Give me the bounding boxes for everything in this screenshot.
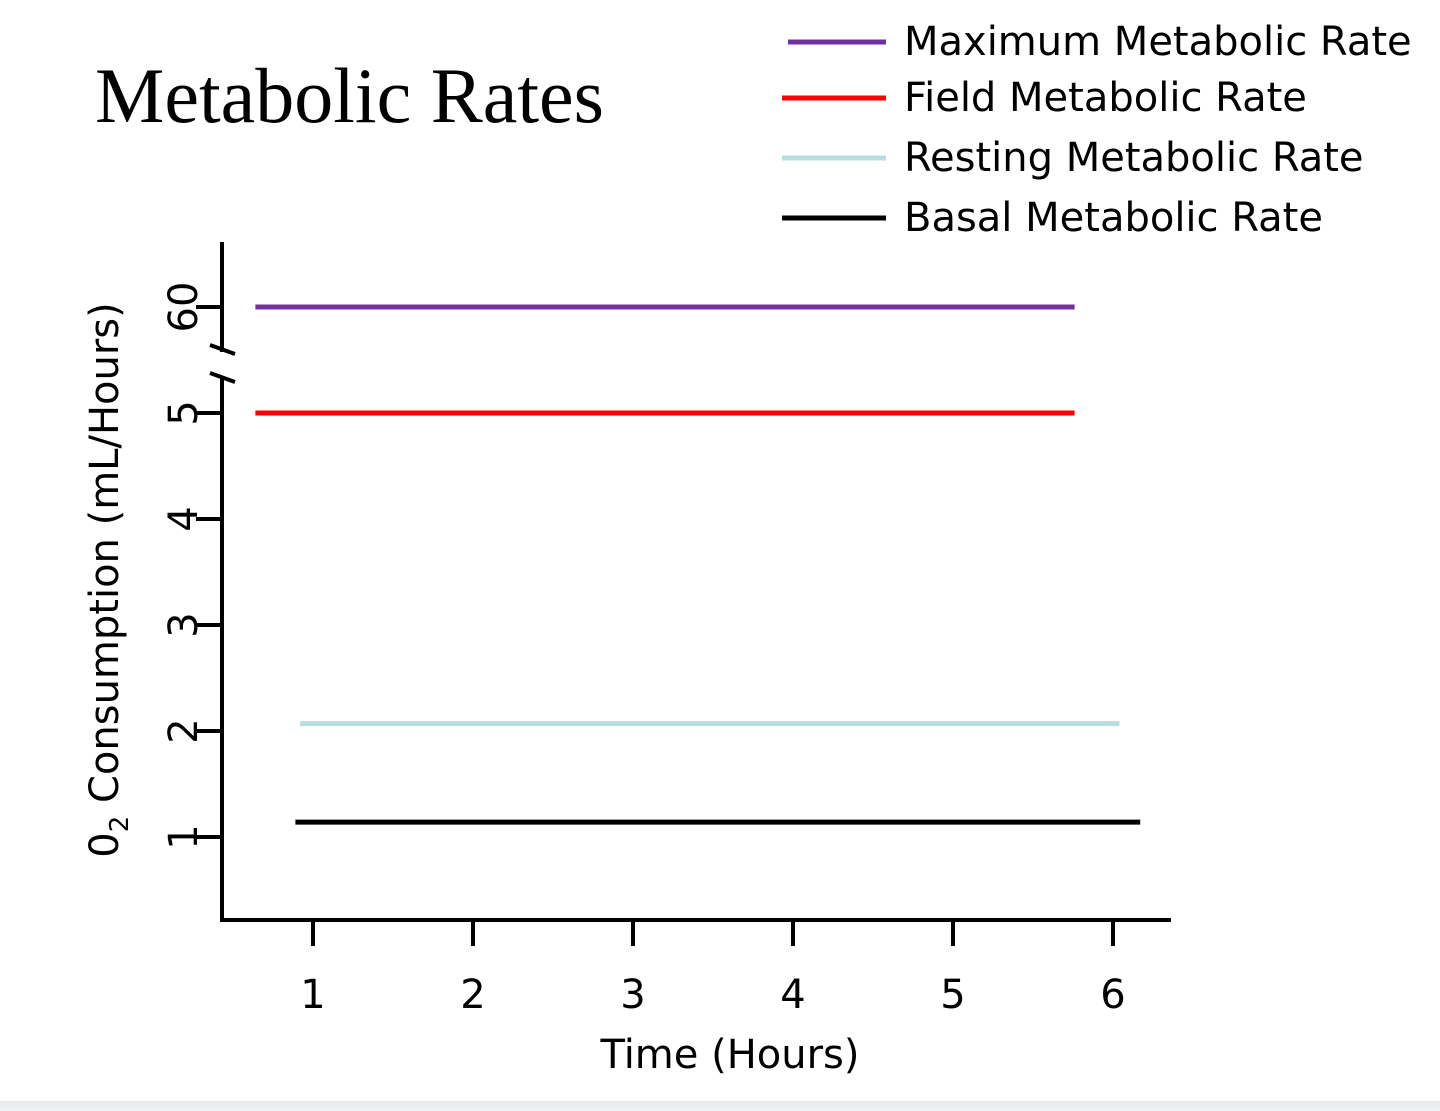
legend-label: Resting Metabolic Rate [904,135,1364,181]
x-tick-label: 4 [780,972,805,1018]
x-tick-label: 3 [620,972,645,1018]
x-tick-label: 5 [940,972,965,1018]
y-tick-label: 60 [161,282,207,333]
y-tick-label: 3 [161,612,207,637]
svg-text:02 Consumption (mL/Hours): 02 Consumption (mL/Hours) [82,302,135,857]
x-tick-label: 1 [300,972,325,1018]
y-axis-label-subscript: 2 [105,816,135,833]
y-axis-label: 02 Consumption (mL/Hours) [82,302,135,857]
legend: Maximum Metabolic Rate Field Metabolic Ra… [782,19,1412,241]
y-tick-label: 5 [161,400,207,425]
series-lines [255,304,1141,825]
legend-label: Maximum Metabolic Rate [904,19,1412,65]
y-tick-label: 1 [161,824,207,849]
y-tick-label: 4 [161,506,207,531]
ticks: 1 2 3 4 5 6 1 2 3 4 5 60 [161,282,1126,1018]
legend-label: Field Metabolic Rate [904,75,1307,121]
y-tick-label: 2 [161,718,207,743]
x-axis-label: Time (Hours) [599,1032,859,1078]
legend-label: Basal Metabolic Rate [904,195,1323,241]
x-tick-label: 6 [1100,972,1125,1018]
axis-break-mark [209,343,236,356]
x-tick-label: 2 [460,972,485,1018]
chart-title: Metabolic Rates [95,52,604,139]
axes [209,242,1171,922]
y-axis-label-rest: Consumption (mL/Hours) [82,302,128,815]
bottom-border [0,1101,1440,1111]
y-axis-label-main: 0 [82,832,128,857]
